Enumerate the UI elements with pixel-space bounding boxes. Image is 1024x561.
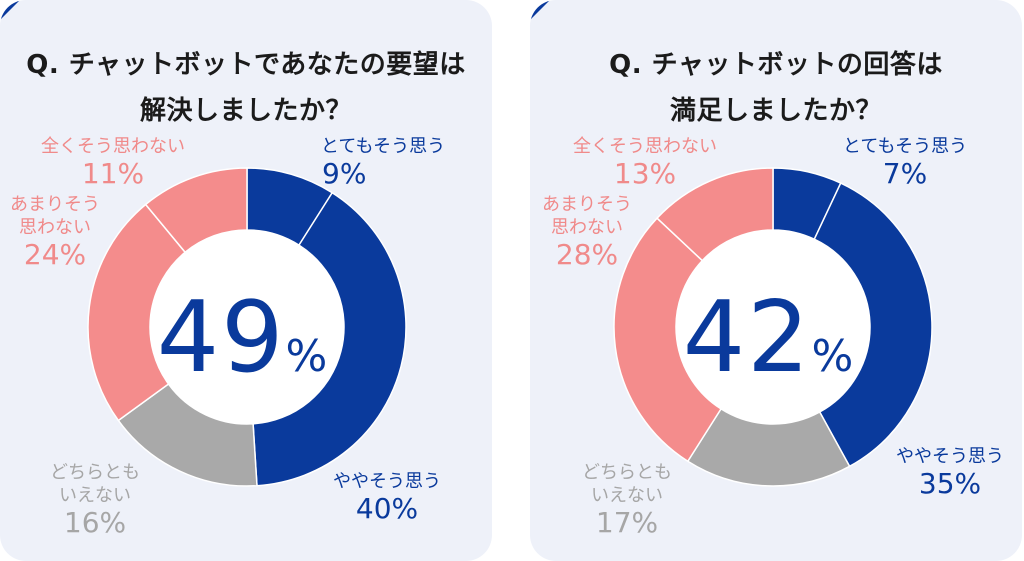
- slice-label-strongly-disagree: 全くそう思わない 11%: [28, 135, 198, 190]
- corner-marker: [530, 0, 550, 20]
- center-unit: %: [285, 331, 328, 382]
- slice-label-text: ややそう思う: [333, 471, 441, 492]
- title-line-2: 解決しましたか？: [139, 96, 352, 126]
- donut-chart: [613, 167, 933, 487]
- slice-label-text: ややそう思う: [896, 446, 1004, 467]
- slice-percent: 24%: [23, 238, 87, 271]
- chart-panel-2: Q. チャットボットの回答は 満足しましたか？ とてもそう思う 7% ややそう思…: [530, 0, 1022, 561]
- slice-percent: 11%: [81, 157, 145, 190]
- center-value: 42%: [668, 283, 868, 393]
- slice-label-strongly-agree: とてもそう思う 7%: [840, 135, 970, 190]
- slice-label-somewhat-disagree: あまりそう 思わない 24%: [0, 193, 110, 271]
- slice-percent: 17%: [595, 506, 659, 539]
- slice-label-text: とてもそう思う: [320, 136, 446, 157]
- slice-label-neutral: どちらとも いえない 17%: [562, 461, 692, 539]
- slice-label-text: どちらとも: [582, 462, 672, 483]
- slice-label-text: 全くそう思わない: [573, 136, 717, 157]
- slice-label-text: あまりそう: [542, 194, 632, 215]
- slice-label-text: あまりそう: [10, 194, 100, 215]
- slice-label-strongly-agree: とてもそう思う 9%: [318, 135, 448, 190]
- slice-percent: 35%: [918, 467, 982, 500]
- title-line-1: Q. チャットボットの回答は: [609, 50, 943, 80]
- slice-label-text: どちらとも: [50, 462, 140, 483]
- slice-percent: 40%: [355, 492, 419, 525]
- donut-slice-1: [813, 182, 933, 468]
- corner-marker: [0, 0, 20, 20]
- center-number: 49: [156, 281, 286, 395]
- donut-slice-3: [613, 217, 723, 463]
- slice-label-somewhat-agree: ややそう思う 40%: [322, 470, 452, 525]
- slice-percent: 7%: [882, 157, 928, 190]
- slice-label-text: いえない: [591, 485, 663, 506]
- donut-chart: [87, 167, 407, 487]
- center-unit: %: [811, 331, 854, 382]
- slice-label-text: 全くそう思わない: [41, 136, 185, 157]
- center-value: 49%: [142, 283, 342, 393]
- slice-label-text: とてもそう思う: [842, 136, 968, 157]
- slice-percent: 16%: [63, 506, 127, 539]
- title-line-2: 満足しましたか？: [669, 96, 882, 126]
- chart-title: Q. チャットボットであなたの要望は 解決しましたか？: [0, 42, 492, 134]
- slice-label-somewhat-disagree: あまりそう 思わない 28%: [532, 193, 642, 271]
- title-line-1: Q. チャットボットであなたの要望は: [26, 50, 466, 80]
- chart-title: Q. チャットボットの回答は 満足しましたか？: [530, 42, 1022, 134]
- slice-percent: 28%: [555, 238, 619, 271]
- center-number: 42: [682, 281, 812, 395]
- slice-label-somewhat-agree: ややそう思う 35%: [885, 445, 1015, 500]
- donut-hole: [676, 230, 870, 424]
- slice-percent: 13%: [613, 157, 677, 190]
- slice-label-text: 思わない: [19, 217, 91, 238]
- slice-label-neutral: どちらとも いえない 16%: [30, 461, 160, 539]
- slice-label-strongly-disagree: 全くそう思わない 13%: [560, 135, 730, 190]
- donut-hole: [150, 230, 344, 424]
- slice-label-text: 思わない: [551, 217, 623, 238]
- slice-label-text: いえない: [59, 485, 131, 506]
- chart-panel-1: Q. チャットボットであなたの要望は 解決しましたか？ とてもそう思う 9% や…: [0, 0, 492, 561]
- slice-percent: 9%: [322, 157, 367, 190]
